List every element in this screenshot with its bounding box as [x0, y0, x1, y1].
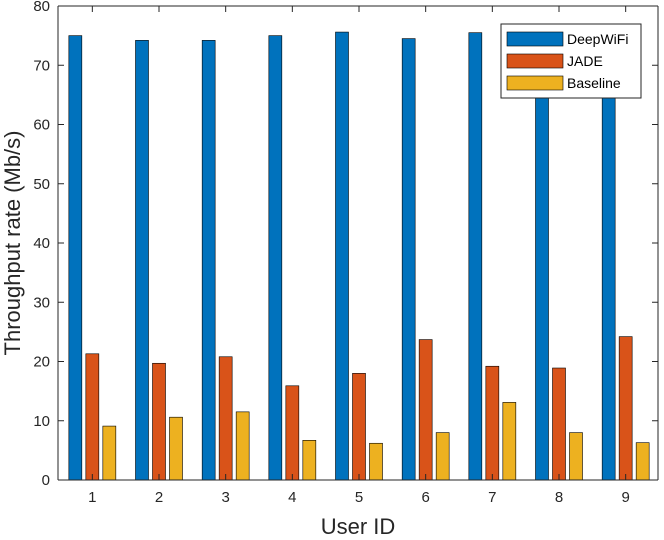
y-axis-title: Throughput rate (Mb/s): [0, 131, 25, 356]
bar-deepwifi-user-5: [335, 31, 349, 481]
x-ticks-group: 1 2 3 4 5 6 7 8 9: [88, 6, 630, 506]
bar-deepwifi-user-8: [535, 36, 549, 481]
x-tick-label: 1: [88, 489, 96, 506]
bar-baseline-user-7: [502, 402, 517, 481]
bar-jade-user-1: [85, 353, 100, 481]
bars-group: [68, 31, 650, 481]
x-tick-label: 7: [488, 489, 496, 506]
bar-jade-user-5: [352, 373, 366, 481]
y-tick-label: 50: [33, 176, 50, 193]
y-tick-label: 80: [33, 0, 50, 15]
y-tick-label: 60: [33, 117, 50, 134]
x-axis-title: User ID: [321, 514, 396, 539]
bar-jade-user-3: [218, 356, 233, 481]
legend-swatch-deepwifi: [506, 31, 564, 47]
bar-baseline-user-2: [169, 416, 183, 481]
y-tick-label: 30: [33, 294, 50, 311]
bar-jade-user-7: [485, 365, 500, 481]
x-tick-label: 2: [155, 489, 163, 506]
bar-deepwifi-user-6: [401, 38, 416, 481]
bar-jade-user-8: [552, 367, 566, 481]
y-tick-label: 40: [33, 235, 50, 252]
x-tick-label: 6: [421, 489, 429, 506]
legend-swatch-baseline: [506, 75, 564, 91]
x-tick-label: 4: [288, 489, 296, 506]
legend-swatch-jade: [506, 53, 564, 69]
bar-deepwifi-user-3: [201, 40, 216, 481]
y-tick-label: 10: [33, 413, 50, 430]
bar-deepwifi-user-2: [135, 40, 149, 481]
x-tick-label: 5: [355, 489, 363, 506]
bar-baseline-user-1: [102, 425, 117, 481]
bar-baseline-user-8: [569, 432, 583, 481]
bar-jade-user-2: [152, 362, 166, 481]
bar-deepwifi-user-1: [68, 35, 83, 481]
bar-jade-user-9: [618, 336, 633, 481]
bar-baseline-user-5: [369, 442, 383, 481]
y-tick-label: 0: [42, 472, 50, 489]
bar-jade-user-4: [285, 385, 300, 481]
legend-label-deepwifi: DeepWiFi: [567, 31, 628, 47]
legend: DeepWiFi JADE Baseline: [500, 23, 642, 99]
bar-deepwifi-user-7: [468, 32, 483, 481]
bar-deepwifi-user-4: [268, 35, 283, 481]
bar-baseline-user-3: [235, 411, 250, 481]
y-tick-label: 70: [33, 57, 50, 74]
bar-baseline-user-9: [635, 442, 650, 481]
legend-label-baseline: Baseline: [567, 75, 621, 91]
legend-label-jade: JADE: [567, 53, 603, 69]
y-ticks-group: 0 10 20 30 40 50 60 70 80: [33, 0, 658, 489]
bar-baseline-user-4: [302, 440, 317, 481]
x-tick-label: 9: [621, 489, 629, 506]
bar-baseline-user-6: [435, 432, 450, 481]
x-tick-label: 8: [555, 489, 563, 506]
bar-jade-user-6: [418, 339, 433, 481]
x-tick-label: 3: [221, 489, 229, 506]
bar-deepwifi-user-9: [601, 35, 616, 481]
y-tick-label: 20: [33, 354, 50, 371]
